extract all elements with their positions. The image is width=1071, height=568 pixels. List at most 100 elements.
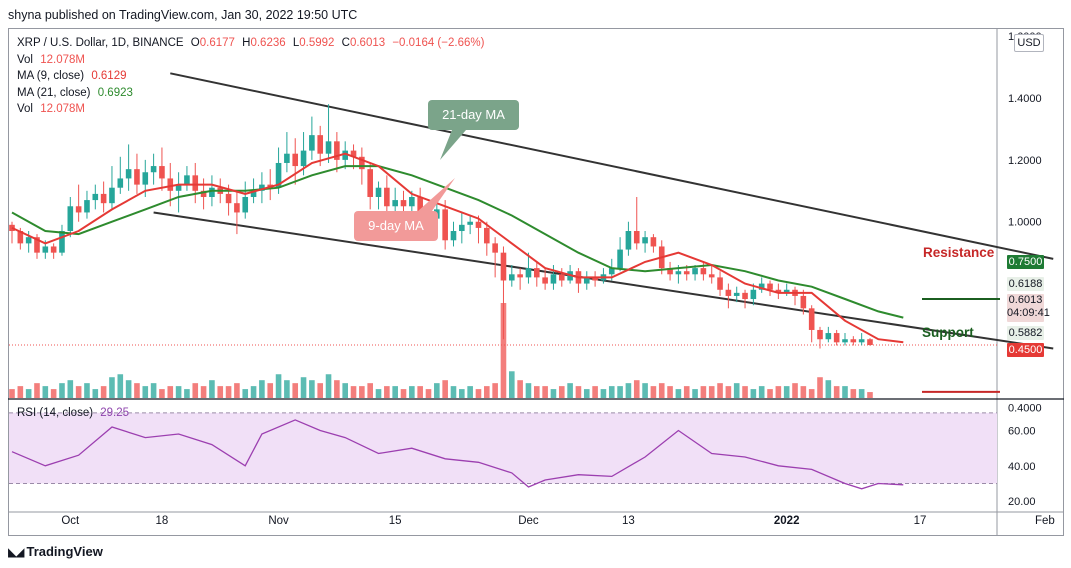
volume-bar xyxy=(142,386,149,398)
tradingview-logo[interactable]: ◣◢ TradingView xyxy=(8,544,103,559)
volume-bar xyxy=(409,386,415,398)
volume-bar xyxy=(558,386,565,398)
candle-body xyxy=(492,243,498,253)
rsi-tick-label: 40.00 xyxy=(1008,461,1036,473)
candle-body xyxy=(742,292,748,300)
bar-countdown: 04:09:41 xyxy=(1007,307,1050,319)
candle-body xyxy=(533,268,540,278)
volume-bar xyxy=(375,389,382,398)
y-tick-label: 1.4000 xyxy=(1008,93,1042,105)
candle-body xyxy=(817,329,823,340)
legend-ma21-label: MA (21, close) xyxy=(17,86,91,99)
legend-volume[interactable]: Vol 12.078M xyxy=(17,52,484,69)
legend-vol2-value: 12.078M xyxy=(40,103,85,115)
legend-vol-value: 12.078M xyxy=(40,53,85,66)
candle-body xyxy=(867,339,873,346)
volume-bar xyxy=(267,383,274,398)
candle-body xyxy=(583,277,590,284)
candle-body xyxy=(134,169,140,185)
candle-body xyxy=(409,196,415,207)
rsi-band xyxy=(9,412,997,484)
x-tick-label: 15 xyxy=(389,515,402,527)
volume-bar xyxy=(100,386,107,398)
rsi-legend-label: RSI (14, close) xyxy=(17,407,94,419)
volume-bar xyxy=(42,386,49,398)
legend-close-label: C xyxy=(341,37,350,49)
volume-bar xyxy=(200,386,207,398)
volume-bar xyxy=(642,383,648,398)
chart-frame xyxy=(8,28,1064,536)
volume-bar xyxy=(617,386,623,398)
volume-bar xyxy=(259,380,265,398)
candle-body xyxy=(284,153,290,163)
candle-body xyxy=(125,169,132,179)
volume-bar xyxy=(750,389,757,398)
tradingview-brand: TradingView xyxy=(26,544,103,559)
volume-bar xyxy=(792,383,798,398)
legend-high-label: H xyxy=(242,37,251,49)
volume-bar xyxy=(450,386,457,398)
candle-body xyxy=(42,246,49,253)
legend-open-label: O xyxy=(190,37,200,49)
candle-body xyxy=(109,187,115,204)
volume-bar xyxy=(667,386,673,398)
volume-bar xyxy=(34,383,40,398)
resistance-label: Resistance xyxy=(923,245,995,260)
candle-body xyxy=(192,175,199,191)
channel-line-0 xyxy=(170,72,1054,260)
top-bar: shyna published on TradingView.com, Jan … xyxy=(0,0,1071,30)
candle-body xyxy=(300,150,307,167)
legend-vol-label: Vol xyxy=(17,53,33,66)
legend-ma9[interactable]: MA (9, close) 0.6129 xyxy=(17,68,484,85)
candle-body xyxy=(558,274,565,281)
rsi-legend[interactable]: RSI (14, close) 29.25 xyxy=(17,407,129,419)
candle-body xyxy=(833,333,840,343)
volume-bar xyxy=(525,383,532,398)
volume-bar xyxy=(150,383,157,398)
rsi-line xyxy=(11,419,904,490)
legend-ohlc: XRP / U.S. Dollar, 1D, BINANCE O0.6177 H… xyxy=(17,35,484,52)
ma21-callout: 21-day MA xyxy=(428,100,519,130)
candle-body xyxy=(367,169,373,197)
x-tick-label: Nov xyxy=(268,515,289,527)
volume-bar xyxy=(284,380,290,398)
candle-body xyxy=(800,295,807,309)
legend-symbol[interactable]: XRP / U.S. Dollar, 1D, BINANCE xyxy=(17,37,184,49)
volume-bar xyxy=(675,389,682,398)
candle-body xyxy=(375,187,382,197)
volume-bar xyxy=(300,377,307,398)
candle-body xyxy=(692,268,698,275)
x-tick-label: Dec xyxy=(518,515,539,527)
volume-bar xyxy=(250,386,257,398)
volume-bar xyxy=(234,383,240,398)
candle-body xyxy=(858,339,865,343)
volume-bar xyxy=(50,389,57,398)
candle-body xyxy=(717,277,723,290)
volume-bar xyxy=(417,386,423,398)
candle-body xyxy=(459,224,465,232)
candle-body xyxy=(175,184,182,191)
volume-bar xyxy=(117,374,124,398)
candle-body xyxy=(225,193,232,204)
candle-body xyxy=(342,150,348,160)
volume-bar xyxy=(625,383,632,398)
volume-bar xyxy=(842,386,848,398)
volume-bar xyxy=(608,386,615,398)
support-label: Support xyxy=(922,325,974,340)
legend-volume-2[interactable]: Vol 12.078M xyxy=(17,101,484,118)
candle-body xyxy=(317,135,324,154)
candle-body xyxy=(500,252,507,281)
volume-bar xyxy=(517,380,523,398)
support-price-tag: 0.4500 xyxy=(1007,343,1044,357)
volume-bar xyxy=(384,386,390,398)
volume-bar xyxy=(167,386,174,398)
legend-ma21[interactable]: MA (21, close) 0.6923 xyxy=(17,85,484,102)
volume-bar xyxy=(658,383,665,398)
candle-body xyxy=(675,271,682,275)
currency-badge[interactable]: USD xyxy=(1014,34,1044,52)
volume-bar xyxy=(567,383,573,398)
candle-body xyxy=(475,221,482,228)
volume-bar xyxy=(867,392,873,398)
resistance-price-tag: 0.7500 xyxy=(1007,255,1044,269)
